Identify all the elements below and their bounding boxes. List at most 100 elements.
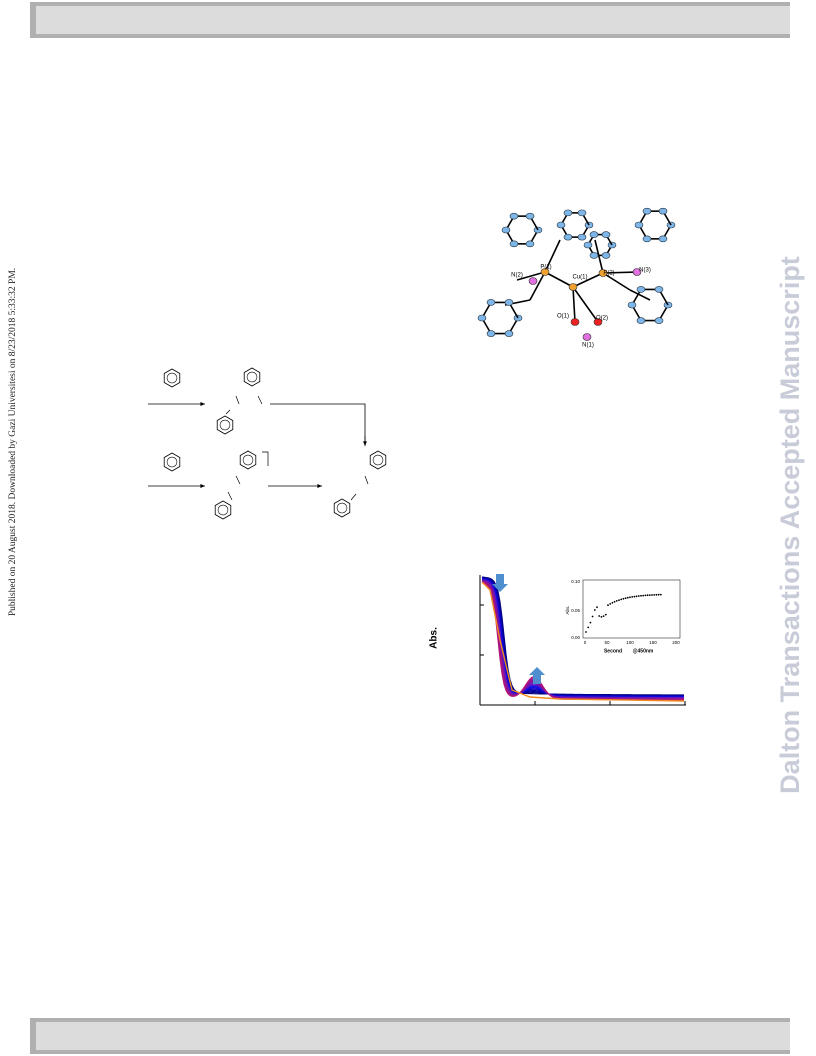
inset-point [637, 595, 640, 597]
arrow-head [317, 484, 322, 488]
bond [516, 271, 546, 281]
bond [350, 493, 357, 501]
inset-point [651, 594, 653, 596]
inset-point [602, 615, 605, 617]
inset-point [585, 631, 587, 633]
ring-inner [166, 372, 178, 384]
benzene-ring [333, 498, 351, 518]
atom-label: P(1) [540, 265, 551, 271]
bond [572, 286, 576, 323]
atom [577, 209, 587, 217]
inset-point [629, 596, 631, 599]
inset-point [657, 593, 660, 596]
ring-inner [219, 419, 231, 431]
inset-x-tick: 100 [626, 640, 634, 645]
footer-inner [36, 1022, 790, 1050]
benzene-ring [163, 452, 181, 472]
inset-frame [582, 579, 681, 639]
ring-inner [336, 502, 348, 514]
atom [654, 317, 664, 324]
benzene-ring [243, 367, 261, 387]
inset-point [615, 600, 618, 602]
atom [486, 330, 496, 337]
inset-y-label: Abs. [565, 605, 570, 614]
bond [629, 289, 651, 301]
arrow-head [363, 441, 367, 446]
ring-inner [217, 504, 229, 516]
inset-x-tick: 200 [672, 640, 680, 645]
atom [568, 283, 578, 291]
inset-point [646, 594, 649, 597]
atom [601, 231, 611, 238]
atom [632, 268, 642, 276]
inset-x-tick: 150 [649, 640, 657, 645]
inset-y-tick: 0.10 [571, 579, 580, 584]
atom [570, 318, 580, 326]
inset-y-tick: 0.00 [571, 635, 580, 640]
ring-inner [166, 456, 178, 468]
inset-point [626, 596, 629, 599]
atom-label: N(3) [639, 268, 651, 274]
bond [572, 286, 599, 323]
inset-point [653, 594, 656, 596]
atom [593, 318, 603, 326]
reaction-scheme [148, 367, 387, 520]
atom [577, 233, 587, 241]
inset-point [613, 600, 616, 603]
inset-point [591, 615, 594, 618]
bracket [262, 451, 269, 466]
bond [602, 272, 631, 291]
benzene-ring [163, 368, 181, 388]
crystal-structure: N(2) P(1) Cu(1) P(2) N(3) O(1) O(2) N(1) [477, 207, 676, 349]
atom-label: Cu(1) [572, 275, 587, 281]
down-arrow [492, 574, 508, 592]
atom [563, 209, 573, 217]
benzene-ring [239, 450, 257, 470]
inset-point [655, 593, 658, 596]
atom [540, 268, 550, 276]
atom [504, 299, 514, 306]
bond [529, 271, 546, 301]
inset-x-label: Second [604, 648, 622, 654]
inset-x-tick: 0 [584, 640, 587, 645]
inset-point [620, 598, 623, 601]
bond [235, 395, 240, 405]
ring-inner [246, 371, 258, 383]
atom [636, 317, 646, 324]
atom [601, 252, 611, 259]
bond [235, 475, 241, 485]
atom [504, 330, 514, 337]
inset-point [607, 604, 609, 607]
atom [634, 221, 644, 229]
bond [364, 475, 369, 485]
atom [636, 286, 646, 293]
atom [501, 226, 511, 234]
arrow [270, 403, 366, 442]
atom [654, 286, 664, 293]
atom [627, 301, 637, 309]
inset-point [648, 594, 651, 596]
bond [544, 239, 561, 273]
atom [556, 221, 566, 229]
inset-note: @450nm [633, 648, 654, 654]
benzene-ring [214, 500, 232, 520]
inset-point [622, 597, 625, 600]
inset-point [624, 597, 627, 600]
atom [589, 252, 599, 259]
atom-label: O(2) [596, 316, 608, 322]
arrow-head [200, 484, 205, 488]
bond [227, 491, 233, 501]
inset-point [596, 606, 598, 608]
header-inner [36, 6, 790, 34]
spectrum-figure: Abs. Abs. Second @450nm 0.10 0.05 0.00 0 50 1… [429, 574, 686, 706]
arrow-head [200, 402, 205, 406]
inset-point [633, 595, 636, 598]
side-note: Published on 20 August 2018. Downloaded … [8, 268, 18, 616]
atom-label: P(2) [603, 271, 614, 277]
inset-point [640, 594, 642, 597]
inset-point [618, 599, 620, 601]
atom [658, 207, 668, 215]
atom [563, 233, 573, 241]
atom [642, 207, 652, 215]
